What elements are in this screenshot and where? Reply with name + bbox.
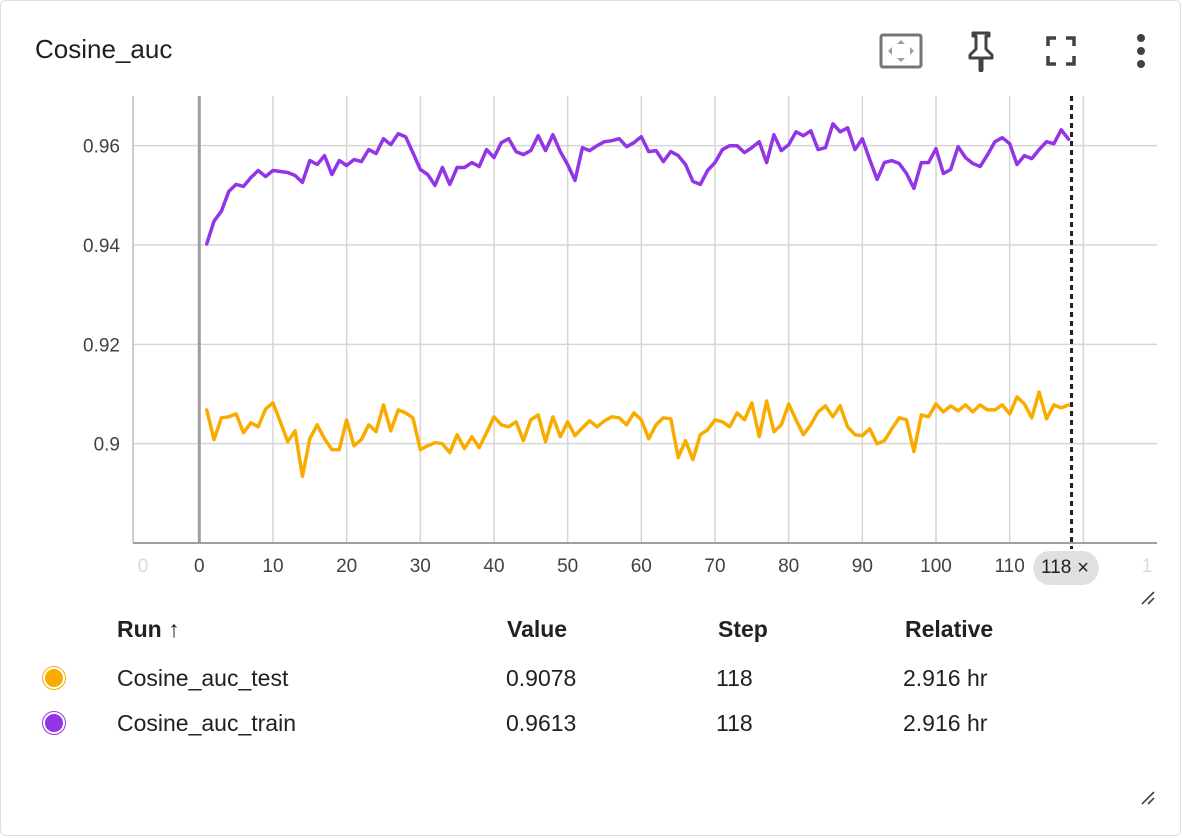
- x-tick-label: 100: [920, 556, 952, 577]
- x-tick-label: 50: [557, 556, 578, 577]
- x-tick-label: 110: [995, 556, 1025, 577]
- x-grid-lines: [197, 96, 1085, 543]
- run-value: 0.9613: [506, 710, 577, 736]
- column-header-value[interactable]: Value: [507, 616, 568, 642]
- x-tick-label: 20: [336, 556, 357, 577]
- y-tick-label: 0.92: [83, 335, 120, 356]
- card-title: Cosine_auc: [35, 34, 173, 64]
- run-relative: 2.916 hr: [903, 665, 988, 691]
- y-tick-label: 0.9: [94, 435, 120, 456]
- series-line: [204, 390, 1071, 479]
- more-options-button[interactable]: [1116, 26, 1166, 76]
- axes: [132, 96, 1157, 544]
- column-header-step[interactable]: Step: [718, 616, 768, 642]
- run-step: 118: [716, 710, 753, 736]
- x-tick-label: 60: [631, 556, 652, 577]
- x-tick-label-faded: 1: [1142, 556, 1153, 577]
- y-grid-lines: [133, 144, 1157, 445]
- x-tick-label: 10: [262, 556, 283, 577]
- fullscreen-button[interactable]: [1036, 26, 1086, 76]
- run-name: Cosine_auc_test: [117, 665, 289, 691]
- x-tick-label: 0: [194, 556, 205, 577]
- x-tick-label: 70: [704, 556, 725, 577]
- x-tick-label: 30: [410, 556, 431, 577]
- column-header-relative[interactable]: Relative: [905, 616, 994, 642]
- step-cursor-label: 118: [1041, 557, 1072, 578]
- run-color-dot[interactable]: [43, 667, 65, 689]
- y-tick-label: 0.88: [83, 534, 120, 555]
- pin-button[interactable]: [956, 26, 1006, 76]
- run-relative: 2.916 hr: [903, 710, 988, 736]
- series-line: [204, 122, 1071, 246]
- fullscreen-icon: [1046, 36, 1076, 66]
- more-vert-icon: [1137, 34, 1145, 68]
- x-tick-label: 80: [778, 556, 799, 577]
- line-chart[interactable]: 0.880.90.920.940.96 0 10 20 30 40 50 60 70 80 90 1…: [0, 0, 1183, 600]
- x-tick-label: 40: [483, 556, 504, 577]
- x-tick-label: 90: [852, 556, 873, 577]
- column-header-run[interactable]: Run ↑: [117, 616, 180, 642]
- y-axis-labels: 0.88 0.9 0.92 0.94 0.96: [83, 137, 120, 555]
- resize-handle-icon[interactable]: [1140, 590, 1156, 606]
- fit-domain-icon: [879, 33, 923, 69]
- y-tick-label: 0.96: [83, 137, 120, 158]
- y-tick-label: 0.94: [83, 236, 120, 257]
- run-value: 0.9078: [506, 665, 577, 691]
- resize-handle-icon[interactable]: [1140, 790, 1156, 806]
- step-cursor-chip[interactable]: 118 ×: [1033, 551, 1099, 585]
- run-step: 118: [716, 665, 753, 691]
- x-axis-labels: 0 10 20 30 40 50 60 70 80 90 100 110 0 1: [138, 556, 1153, 577]
- run-color-dot[interactable]: [43, 712, 65, 734]
- x-tick-label-faded: 0: [138, 556, 149, 577]
- fit-domain-button[interactable]: [876, 26, 926, 76]
- run-name: Cosine_auc_train: [117, 710, 297, 736]
- series-lines: [204, 122, 1071, 479]
- close-icon[interactable]: ×: [1077, 556, 1089, 579]
- pin-icon: [968, 31, 994, 72]
